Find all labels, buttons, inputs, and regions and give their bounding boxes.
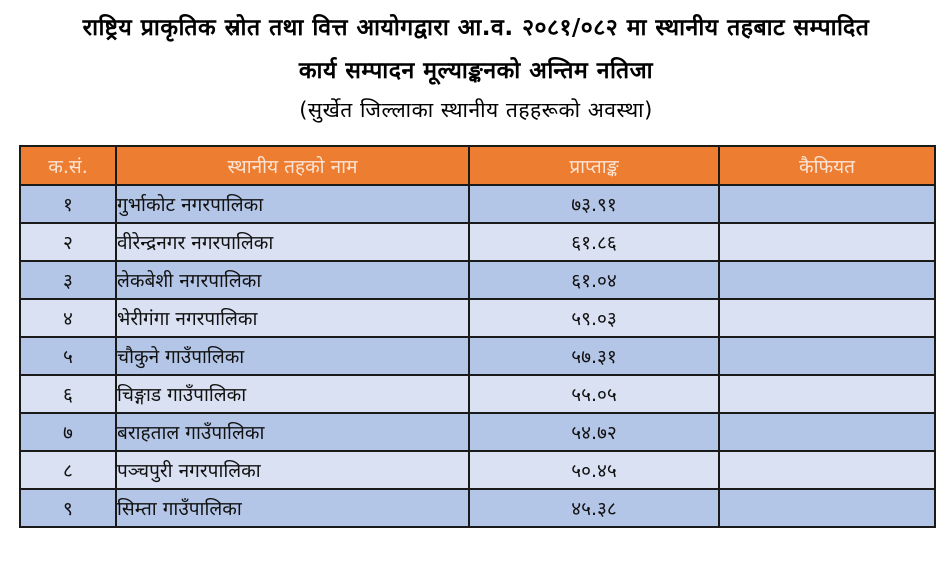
name-cell: वीरेन्द्रनगर नगरपालिका	[115, 222, 470, 262]
document-title-line-1: राष्ट्रिय प्राकृतिक स्रोत तथा वित्त आयोग…	[82, 15, 870, 41]
table-row: २ वीरेन्द्रनगर नगरपालिका ६१.८६	[19, 222, 936, 262]
table-row: ५ चौकुने गाउँपालिका ५७.३१	[19, 336, 936, 376]
serial-cell: ३	[19, 260, 117, 300]
remarks-cell	[718, 184, 936, 224]
table-row: ७ बराहताल गाउँपालिका ५४.७२	[19, 412, 936, 452]
serial-cell: ६	[19, 374, 117, 414]
document-subtitle: (सुर्खेत जिल्लाका स्थानीय तहहरूको अवस्था…	[299, 98, 653, 122]
header-name: स्थानीय तहको नाम	[115, 145, 470, 186]
remarks-cell	[718, 488, 936, 528]
name-cell: सिम्ता गाउँपालिका	[115, 488, 470, 528]
table-row: १ गुर्भाकोट नगरपालिका ७३.९१	[19, 184, 936, 224]
table-row: ३ लेकबेशी नगरपालिका ६१.०४	[19, 260, 936, 300]
remarks-cell	[718, 260, 936, 300]
serial-cell: १	[19, 184, 117, 224]
header-score: प्राप्ताङ्क	[468, 145, 720, 186]
score-cell: ४५.३८	[468, 488, 720, 528]
results-table: क.सं. स्थानीय तहको नाम प्राप्ताङ्क कैफिय…	[19, 145, 936, 528]
table-row: ८ पञ्चपुरी नगरपालिका ५०.४५	[19, 450, 936, 490]
remarks-cell	[718, 450, 936, 490]
score-cell: ५५.०५	[468, 374, 720, 414]
document-title-line-2: कार्य सम्पादन मूल्याङ्कनको अन्तिम नतिजा	[298, 58, 654, 84]
score-cell: ५९.०३	[468, 298, 720, 338]
score-cell: ५७.३१	[468, 336, 720, 376]
name-cell: चिङ्गाड गाउँपालिका	[115, 374, 470, 414]
name-cell: बराहताल गाउँपालिका	[115, 412, 470, 452]
name-cell: पञ्चपुरी नगरपालिका	[115, 450, 470, 490]
name-cell: लेकबेशी नगरपालिका	[115, 260, 470, 300]
serial-cell: २	[19, 222, 117, 262]
score-cell: ६१.८६	[468, 222, 720, 262]
remarks-cell	[718, 222, 936, 262]
table-row: ४ भेरीगंगा नगरपालिका ५९.०३	[19, 298, 936, 338]
score-cell: ५०.४५	[468, 450, 720, 490]
score-cell: ५४.७२	[468, 412, 720, 452]
name-cell: भेरीगंगा नगरपालिका	[115, 298, 470, 338]
table-row: ९ सिम्ता गाउँपालिका ४५.३८	[19, 488, 936, 528]
header-remarks: कैफियत	[718, 145, 936, 186]
table-header-row: क.सं. स्थानीय तहको नाम प्राप्ताङ्क कैफिय…	[19, 145, 936, 186]
remarks-cell	[718, 336, 936, 376]
name-cell: चौकुने गाउँपालिका	[115, 336, 470, 376]
serial-cell: ७	[19, 412, 117, 452]
serial-cell: ८	[19, 450, 117, 490]
remarks-cell	[718, 298, 936, 338]
score-cell: ६१.०४	[468, 260, 720, 300]
score-cell: ७३.९१	[468, 184, 720, 224]
table-row: ६ चिङ्गाड गाउँपालिका ५५.०५	[19, 374, 936, 414]
serial-cell: ९	[19, 488, 117, 528]
name-cell: गुर्भाकोट नगरपालिका	[115, 184, 470, 224]
remarks-cell	[718, 412, 936, 452]
serial-cell: ४	[19, 298, 117, 338]
serial-cell: ५	[19, 336, 117, 376]
remarks-cell	[718, 374, 936, 414]
header-serial: क.सं.	[19, 145, 117, 186]
